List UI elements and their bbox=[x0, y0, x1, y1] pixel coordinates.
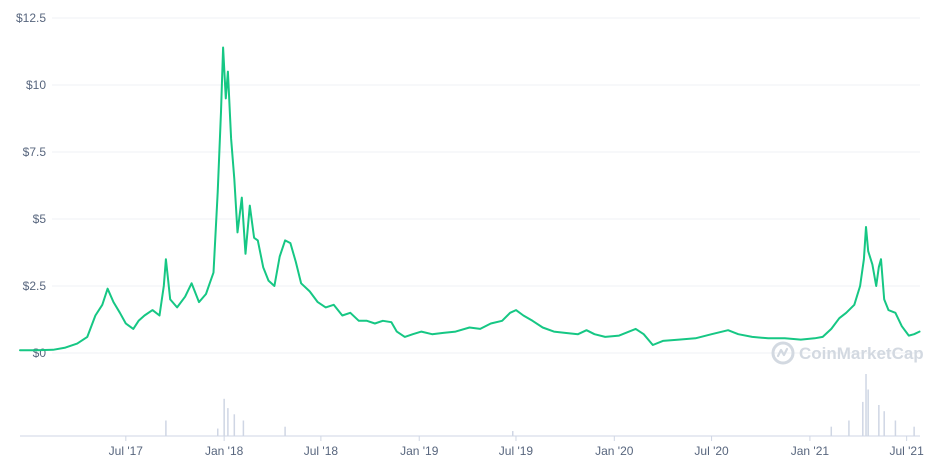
y-axis: $0 $2.5 $5 $7.5 $10 $12.5 bbox=[16, 11, 46, 360]
volume-bar bbox=[913, 426, 915, 436]
volume-bar bbox=[165, 420, 167, 436]
watermark-text: CoinMarketCap bbox=[799, 344, 924, 363]
x-tick-label: Jan '19 bbox=[400, 444, 439, 458]
y-tick-label: $10 bbox=[26, 78, 46, 92]
volume-bar bbox=[862, 401, 864, 436]
coinmarketcap-logo-icon bbox=[771, 341, 795, 365]
x-tick-label: Jul '19 bbox=[499, 444, 534, 458]
price-series bbox=[19, 46, 921, 352]
volume-bar bbox=[867, 389, 869, 436]
volume-bar bbox=[216, 428, 219, 436]
price-line bbox=[19, 46, 921, 352]
y-tick-label: $5 bbox=[33, 212, 47, 226]
volume-bar bbox=[848, 420, 850, 436]
x-axis: Jul '17 Jan '18 Jul '18 Jan '19 Jul '19 Jan '… bbox=[20, 435, 924, 458]
grid-lines bbox=[52, 17, 920, 354]
volume-bar bbox=[830, 426, 833, 436]
volume-bar bbox=[227, 408, 229, 436]
y-tick-label: $0 bbox=[33, 346, 47, 360]
x-tick-label: Jul '17 bbox=[109, 444, 144, 458]
volume-bar bbox=[883, 411, 885, 436]
volume-bar bbox=[284, 426, 286, 436]
x-tick-label: Jul '20 bbox=[694, 444, 729, 458]
volume-bar bbox=[242, 420, 245, 436]
x-tick-label: Jul '18 bbox=[304, 444, 339, 458]
y-tick-label: $2.5 bbox=[23, 279, 47, 293]
y-tick-label: $12.5 bbox=[16, 11, 46, 25]
volume-bar bbox=[233, 414, 236, 436]
coinmarketcap-watermark: CoinMarketCap bbox=[771, 341, 924, 365]
x-tick-label: Jul '21 bbox=[889, 444, 924, 458]
x-tick-label: Jan '20 bbox=[595, 444, 634, 458]
volume-bar bbox=[865, 374, 867, 436]
volume-bar bbox=[512, 431, 514, 436]
volume-bars bbox=[165, 374, 915, 436]
volume-bar bbox=[223, 398, 225, 436]
volume-bar bbox=[894, 420, 897, 436]
x-tick-label: Jan '18 bbox=[205, 444, 244, 458]
y-tick-label: $7.5 bbox=[23, 145, 47, 159]
volume-bar bbox=[878, 405, 880, 436]
x-tick-label: Jan '21 bbox=[791, 444, 830, 458]
